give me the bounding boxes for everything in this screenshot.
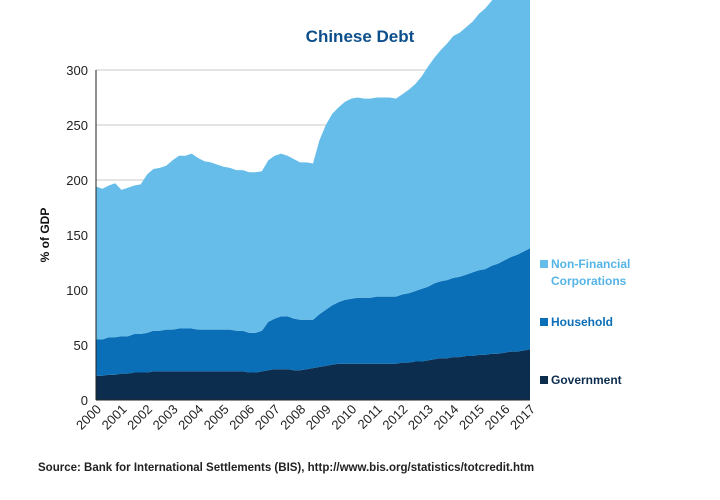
x-tick-label: 2015: [456, 402, 487, 433]
area-household: [96, 248, 530, 376]
x-tick-label: 2013: [405, 402, 436, 433]
area-government: [96, 349, 530, 400]
y-tick-label: 50: [74, 338, 88, 353]
legend-swatch: [540, 318, 548, 326]
y-tick-labels: 0 50 100 150 200 250 300: [66, 63, 88, 408]
y-tick-label: 0: [81, 393, 88, 408]
x-tick-label: 2010: [328, 402, 359, 433]
x-tick-label: 2006: [226, 402, 257, 433]
x-tick-label: 2009: [303, 402, 334, 433]
x-tick-label: 2004: [175, 402, 206, 433]
axes: [95, 70, 530, 401]
legend-label: Household: [551, 315, 613, 329]
x-tick-label: 2014: [430, 402, 461, 433]
x-tick-label: 2002: [124, 402, 155, 433]
x-tick-label: 2012: [379, 402, 410, 433]
x-tick-labels: 2000200120022003200420052006200720082009…: [73, 402, 538, 433]
legend-swatch: [540, 376, 548, 384]
area-series: [96, 0, 530, 400]
legend-label: Government: [551, 373, 622, 387]
x-tick-label: 2016: [482, 402, 513, 433]
x-tick-label: 2008: [277, 402, 308, 433]
y-tick-label: 200: [66, 173, 88, 188]
x-tick-label: 2011: [355, 402, 385, 432]
x-tick-label: 2007: [252, 402, 283, 433]
x-tick-label: 2001: [99, 402, 130, 433]
chart-title: Chinese Debt: [306, 27, 415, 46]
y-axis-label: % of GDP: [38, 208, 52, 263]
x-tick-label: 2005: [201, 402, 232, 433]
x-tick-label: 2000: [73, 402, 104, 433]
legend-label: Non-Financial Corporations: [551, 257, 630, 288]
y-tick-label: 150: [66, 228, 88, 243]
y-tick-label: 250: [66, 118, 88, 133]
y-tick-label: 100: [66, 283, 88, 298]
source-note: Source: Bank for International Settlemen…: [38, 462, 535, 474]
x-tick-label: 2003: [150, 402, 181, 433]
legend: Non-Financial Corporations Household Govern…: [540, 257, 630, 387]
area-non-financial-corporations: [96, 0, 530, 340]
x-tick-label: 2017: [507, 402, 538, 433]
y-tick-label: 300: [66, 63, 88, 78]
legend-swatch: [540, 260, 548, 268]
